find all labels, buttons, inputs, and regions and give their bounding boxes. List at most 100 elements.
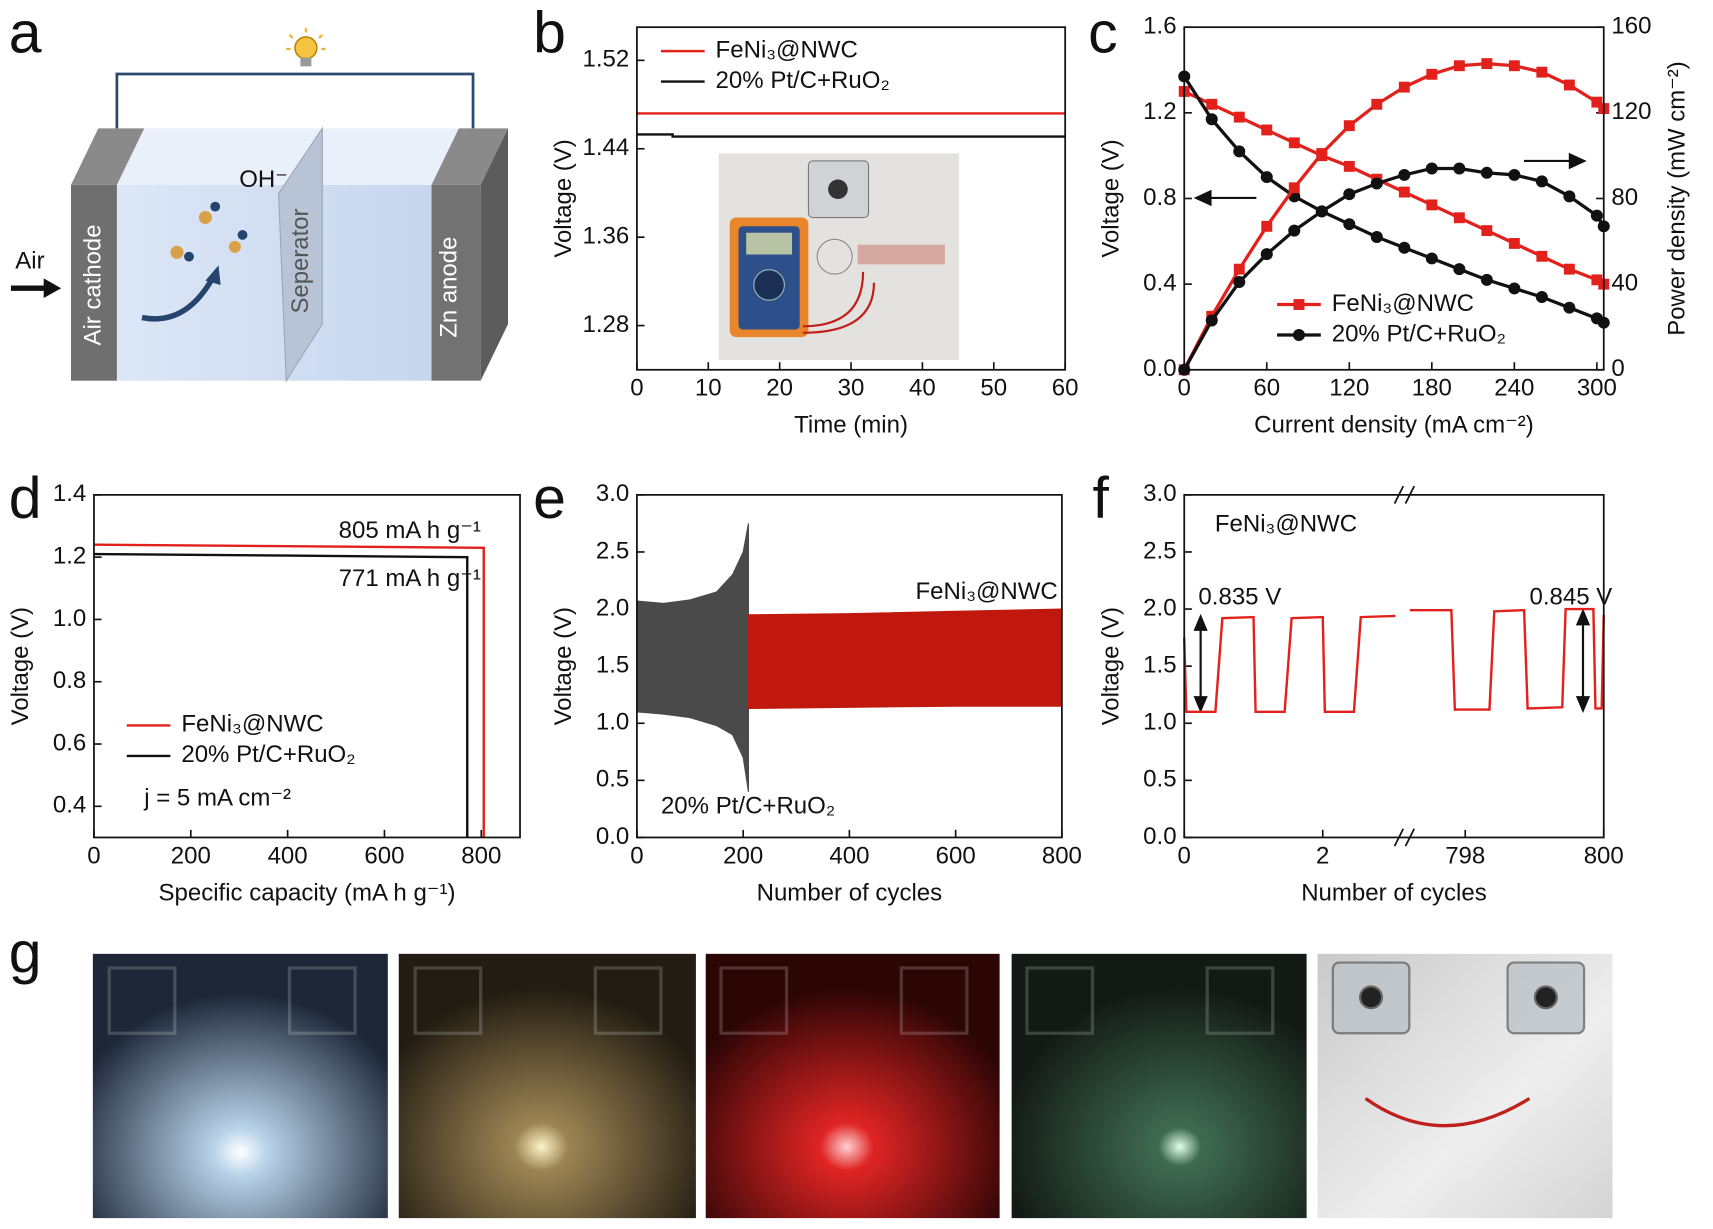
x-axis-label: Number of cycles [1301, 879, 1487, 906]
separator [278, 126, 323, 383]
photo-green-led [1011, 953, 1307, 1219]
y2-tick-label: 160 [1611, 13, 1651, 40]
voltage-band [636, 523, 750, 792]
y-tick-label: 0.8 [53, 667, 86, 694]
marker [1398, 186, 1410, 198]
y-tick-label: 1.2 [53, 543, 86, 570]
y-tick-label: 1.28 [583, 311, 630, 338]
x-tick-label: 800 [1584, 842, 1624, 869]
leads [802, 271, 876, 334]
x-tick-label: 798 [1445, 842, 1485, 869]
y-tick-label: 0.4 [1143, 269, 1176, 296]
marker [1591, 96, 1603, 108]
panel-label: g [9, 921, 42, 986]
anode [431, 184, 481, 381]
y2-tick-label: 0 [1611, 355, 1624, 382]
x-tick-label: 600 [936, 842, 976, 869]
marker [1343, 218, 1356, 231]
legend-label: 20% Pt/C+RuO₂ [716, 67, 890, 94]
y-axis-label: Voltage (V) [1097, 607, 1124, 725]
annotation: j = 5 mA cm⁻² [143, 785, 291, 812]
y-axis-label: Voltage (V) [550, 139, 577, 257]
legend-label: FeNi₃@NWC [181, 711, 323, 738]
x-tick-label: 800 [461, 842, 501, 869]
gap-arrows [1193, 608, 1591, 714]
marker [1233, 111, 1245, 123]
curved-arrow [141, 276, 216, 322]
marker [1343, 120, 1355, 132]
x-tick-label: 0 [1178, 842, 1191, 869]
air-arrow-head [43, 278, 62, 299]
wire [115, 72, 475, 129]
photo-details [107, 966, 1275, 1035]
marker [1536, 66, 1548, 78]
anode-label: Zn anode [435, 237, 462, 338]
series-label: 20% Pt/C+RuO₂ [661, 792, 835, 819]
y-tick-label: 0.6 [53, 729, 86, 756]
x-tick-label: 20 [766, 375, 793, 402]
marker [1453, 263, 1466, 276]
marker [1343, 160, 1355, 172]
marker [1563, 79, 1575, 91]
y-tick-label: 1.36 [583, 223, 630, 250]
y-tick-label: 3.0 [1143, 480, 1176, 507]
panel-label: a [9, 1, 42, 66]
cathode [71, 184, 117, 381]
marker [1260, 248, 1273, 261]
marker [1425, 252, 1438, 265]
marker [1398, 168, 1411, 181]
y-tick-label: 2.5 [596, 537, 629, 564]
logo-text-block [857, 244, 945, 265]
x-tick-label: 800 [1042, 842, 1082, 869]
ion-label: OH⁻ [239, 166, 288, 193]
y-tick-label: 0.8 [1143, 184, 1176, 211]
legend-label: FeNi₃@NWC [716, 36, 858, 63]
y-tick-label: 1.4 [53, 480, 86, 507]
panel-label: b [533, 1, 566, 66]
marker [1426, 68, 1438, 80]
marker [1508, 60, 1520, 72]
y2-tick-label: 40 [1611, 269, 1638, 296]
y-tick-label: 1.0 [53, 605, 86, 632]
x-tick-label: 400 [829, 842, 869, 869]
series-line [636, 133, 1066, 138]
y-tick-label: 0.0 [1143, 823, 1176, 850]
x-axis-label: Time (min) [794, 412, 908, 439]
y-tick-label: 1.0 [1143, 709, 1176, 736]
plot-frame [636, 493, 1063, 839]
y-tick-label: 2.0 [596, 594, 629, 621]
panel-label: c [1088, 1, 1118, 66]
marker [1591, 274, 1603, 286]
x-tick-label: 200 [723, 842, 763, 869]
multimeter-display [746, 232, 793, 255]
x-tick-label: 200 [171, 842, 211, 869]
legend-label: 20% Pt/C+RuO₂ [181, 741, 355, 768]
marker [1205, 113, 1218, 126]
marker [1316, 148, 1328, 159]
marker [1398, 81, 1410, 93]
legend-marker [1292, 329, 1305, 341]
legend-label: FeNi₃@NWC [1332, 290, 1474, 317]
marker [1481, 225, 1493, 237]
y-axis-label: Voltage (V) [550, 607, 577, 725]
x-tick-label: 40 [909, 375, 936, 402]
marker [1288, 137, 1300, 149]
marker [1508, 282, 1521, 295]
marker [1590, 209, 1603, 222]
y-tick-label: 1.6 [1143, 13, 1176, 40]
plot-frame [636, 26, 1067, 371]
marker [1370, 177, 1383, 190]
y-tick-label: 0.4 [53, 792, 86, 819]
inset-photo [718, 153, 960, 360]
marker [1453, 162, 1466, 175]
x-tick-label: 0 [1178, 375, 1191, 402]
y-tick-label: 3.0 [596, 480, 629, 507]
x-tick-label: 180 [1412, 375, 1452, 402]
marker [1343, 188, 1356, 201]
y-tick-label: 0.5 [596, 766, 629, 793]
marker [1535, 175, 1548, 188]
x-tick-label: 240 [1494, 375, 1534, 402]
marker [1233, 276, 1246, 288]
marker [1481, 58, 1493, 70]
